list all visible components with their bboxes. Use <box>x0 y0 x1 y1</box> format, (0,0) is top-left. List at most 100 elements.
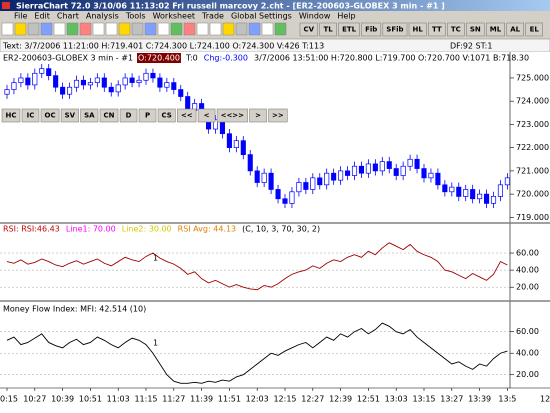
x-tick-label: 13:39 <box>468 395 491 404</box>
menu-item[interactable]: Worksheet <box>153 12 195 21</box>
toolbar-button-label[interactable]: OC <box>45 112 56 120</box>
candle-body <box>275 189 281 200</box>
candle-body <box>129 77 135 83</box>
toolbar-button[interactable] <box>1 108 21 123</box>
x-tick-label: 12:39 <box>329 395 352 404</box>
toolbar-button-label[interactable]: >> <box>272 112 284 120</box>
toolbar-icon[interactable] <box>27 22 40 36</box>
toolbar-icon[interactable] <box>66 22 79 36</box>
toolbar-icon[interactable] <box>235 22 248 36</box>
toolbar-icon[interactable] <box>118 22 131 36</box>
toolbar-button[interactable] <box>338 22 360 37</box>
toolbar-button[interactable] <box>21 108 40 123</box>
toolbar-button[interactable] <box>447 22 465 37</box>
toolbar-button-label[interactable]: CN <box>104 112 115 120</box>
toolbar-button-label[interactable]: TT <box>432 26 442 34</box>
toolbar-button[interactable] <box>466 22 485 37</box>
toolbar-button[interactable] <box>428 22 446 37</box>
toolbar-icon[interactable] <box>274 22 287 36</box>
toolbar-button-label[interactable]: TL <box>323 26 333 34</box>
menu-item[interactable]: Window <box>299 12 331 21</box>
toolbar-button-label[interactable]: SA <box>84 112 95 120</box>
toolbar-button[interactable] <box>197 108 216 123</box>
candle-body <box>407 158 413 167</box>
toolbar-icon[interactable] <box>157 22 170 36</box>
toolbar-icon[interactable] <box>14 22 27 36</box>
toolbar-button[interactable] <box>525 22 544 37</box>
toolbar-button-label[interactable]: << <box>181 112 193 120</box>
toolbar-icon[interactable] <box>144 22 157 36</box>
menu-item[interactable]: Chart <box>57 12 79 21</box>
menu-item[interactable]: Edit <box>34 12 50 21</box>
toolbar-button-label[interactable]: SFib <box>386 26 403 34</box>
toolbar-button-label[interactable]: EL <box>530 26 540 34</box>
toolbar-icon[interactable] <box>92 22 105 36</box>
toolbar-button-label[interactable]: SV <box>65 112 76 120</box>
toolbar-button-label[interactable]: SN <box>470 26 481 34</box>
menu-item[interactable]: Help <box>337 12 355 21</box>
toolbar-button-label[interactable]: HL <box>413 26 424 34</box>
toolbar-button[interactable] <box>485 22 506 37</box>
toolbar-button-label[interactable]: Fib <box>365 26 377 34</box>
toolbar-icon[interactable] <box>222 22 235 36</box>
toolbar-button[interactable] <box>40 108 60 123</box>
toolbar-button-label[interactable]: D <box>126 112 132 120</box>
y-tick-label: 719.000 <box>516 213 549 222</box>
toolbar-button[interactable] <box>138 108 157 123</box>
candle-body <box>400 165 406 176</box>
menu-item[interactable]: Tools <box>125 12 146 21</box>
menu-item[interactable]: File <box>14 12 27 21</box>
toolbar-icon[interactable] <box>196 22 209 36</box>
toolbar-icon[interactable] <box>79 22 92 36</box>
candle-body <box>372 163 378 172</box>
toolbar-button-label[interactable]: ETL <box>342 26 357 34</box>
toolbar-button[interactable] <box>249 108 267 123</box>
toolbar-button-label[interactable]: <<>> <box>221 112 245 120</box>
toolbar-button[interactable] <box>119 108 138 123</box>
menu-item[interactable]: Trade <box>201 12 224 21</box>
candle-body <box>421 168 427 179</box>
candle-body <box>261 172 267 183</box>
toolbar-button-label[interactable]: CV <box>304 26 315 34</box>
toolbar-button[interactable] <box>382 22 408 37</box>
toolbar-icon[interactable] <box>1 22 14 36</box>
toolbar-icon[interactable] <box>183 22 196 36</box>
toolbar-icon[interactable] <box>131 22 144 36</box>
toolbar-icon[interactable] <box>261 22 274 36</box>
toolbar-button[interactable] <box>157 108 176 123</box>
menu-item[interactable]: Analysis <box>86 12 119 21</box>
toolbar-button-label[interactable]: > <box>255 112 261 120</box>
toolbar-icon[interactable] <box>53 22 66 36</box>
candle-body <box>331 172 337 181</box>
toolbar-button-label[interactable]: ML <box>490 26 502 34</box>
toolbar-button[interactable] <box>60 108 79 123</box>
toolbar-button-label[interactable]: TC <box>451 26 461 34</box>
toolbar-icon[interactable] <box>105 22 118 36</box>
menu-item[interactable]: Global Settings <box>231 12 292 21</box>
toolbar-button[interactable] <box>80 108 99 123</box>
toolbar-icon[interactable] <box>248 22 261 36</box>
toolbar-icon[interactable] <box>209 22 222 36</box>
toolbar-button-label[interactable]: AL <box>510 26 520 34</box>
toolbar-button-label[interactable]: IC <box>27 112 35 120</box>
candle-body <box>101 77 107 88</box>
toolbar-button-label[interactable]: P <box>145 112 150 120</box>
status-right: DF:92 ST:1 <box>450 42 492 51</box>
toolbar-button[interactable] <box>216 108 248 123</box>
toolbar-button-label[interactable]: HC <box>6 112 17 120</box>
toolbar-icon[interactable] <box>170 22 183 36</box>
toolbar-button[interactable] <box>99 108 119 123</box>
candle-body <box>497 184 504 197</box>
y-tick-label: 722.000 <box>516 143 549 152</box>
toolbar-icon[interactable] <box>40 22 53 36</box>
toolbar-button[interactable] <box>506 22 525 37</box>
toolbar-button-label[interactable]: < <box>204 112 210 120</box>
header-part: Money Flow Index: MFI: 42.514 (10) <box>3 305 146 314</box>
toolbar-button[interactable] <box>408 22 427 37</box>
toolbar-button[interactable] <box>177 108 197 123</box>
toolbar-button[interactable] <box>361 22 382 37</box>
toolbar-button[interactable] <box>299 22 318 37</box>
toolbar-button-label[interactable]: CS <box>162 112 172 120</box>
toolbar-button[interactable] <box>268 108 288 123</box>
toolbar-button[interactable] <box>319 22 337 37</box>
